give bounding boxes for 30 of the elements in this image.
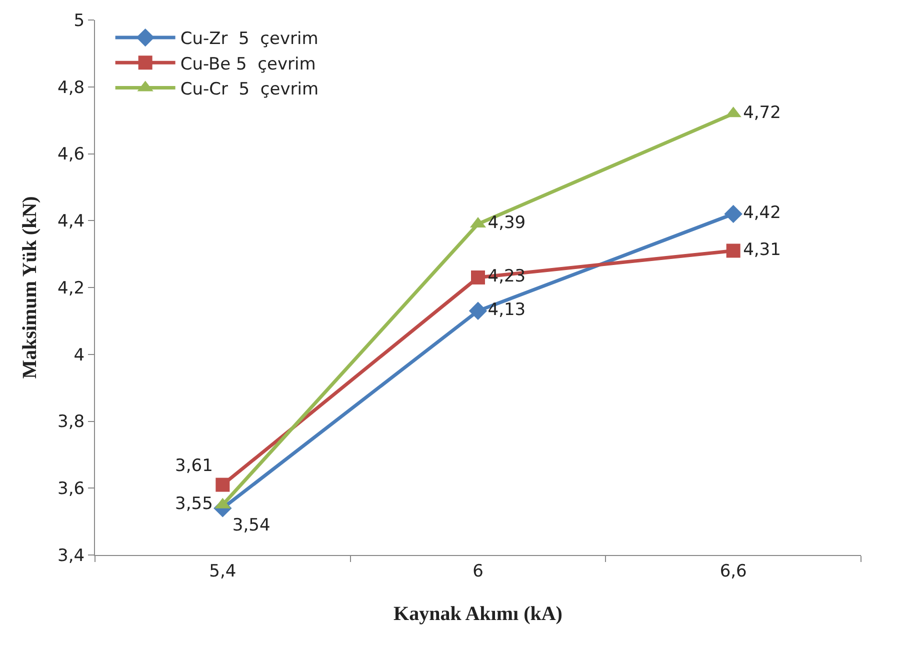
y-tick-label: 3,6 (58, 479, 85, 500)
y-tick-label: 4,2 (58, 278, 85, 298)
y-axis-title: Maksimum Yük (kN) (19, 196, 42, 379)
data-label: 3,55 (175, 494, 213, 514)
y-tick-label: 3,4 (58, 546, 85, 566)
data-label: 3,61 (175, 456, 213, 476)
point (724, 204, 742, 224)
data-label: 4,13 (488, 300, 526, 320)
point (216, 478, 230, 492)
point (471, 270, 485, 284)
data-label: 3,54 (232, 516, 270, 536)
y-tick-label: 4,6 (58, 144, 85, 165)
data-label: 4,72 (743, 102, 781, 123)
data-label: 4,42 (743, 203, 781, 224)
point (726, 244, 740, 258)
legend-label: Cu-Zr 5 çevrim (180, 29, 318, 50)
y-tick-label: 5 (74, 10, 85, 31)
y-tick-label: 3,8 (58, 412, 85, 432)
data-label: 4,39 (488, 213, 526, 234)
legend-label: Cu-Be 5 çevrim (180, 54, 316, 74)
data-label: 4,31 (743, 240, 781, 260)
y-tick-label: 4,4 (58, 212, 85, 232)
x-tick-label: 5,4 (209, 561, 236, 582)
x-axis-title: Kaynak Akımı (kA) (394, 602, 562, 625)
legend-label: Cu-Cr 5 çevrim (180, 79, 319, 100)
x-tick-label: 6 (472, 561, 484, 582)
point (468, 302, 488, 320)
y-tick-label: 4,8 (58, 78, 85, 98)
y-tick-label: 4 (74, 345, 85, 366)
x-tick-label: 6,6 (720, 561, 747, 582)
